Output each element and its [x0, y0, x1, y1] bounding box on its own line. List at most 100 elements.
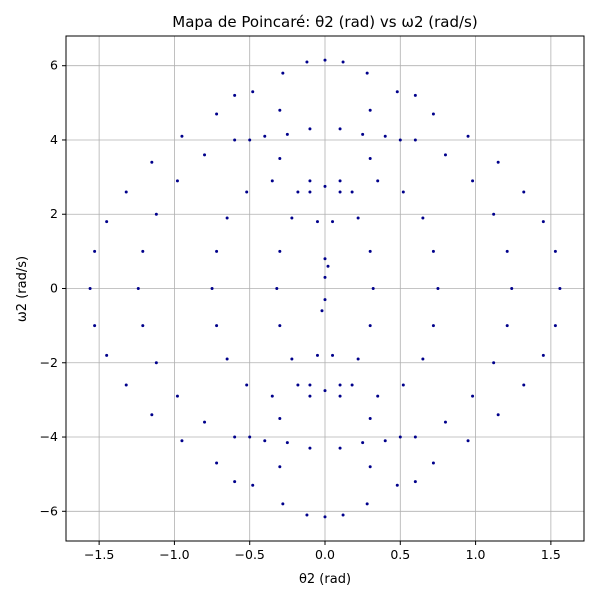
- data-point: [471, 394, 475, 398]
- data-point: [105, 220, 109, 224]
- data-point: [290, 357, 294, 361]
- data-point: [308, 127, 312, 131]
- data-point: [558, 287, 562, 290]
- data-point: [141, 249, 145, 253]
- data-point: [323, 257, 327, 261]
- data-point: [281, 71, 285, 75]
- data-point: [496, 160, 500, 164]
- y-tick-label: −6: [40, 503, 58, 518]
- data-point: [248, 138, 252, 142]
- data-point: [492, 212, 496, 216]
- data-point: [413, 480, 417, 484]
- data-point: [522, 190, 526, 194]
- data-point: [338, 394, 342, 398]
- data-point: [365, 71, 369, 75]
- x-tick-label: −1.5: [84, 547, 114, 562]
- y-tick-label: 2: [50, 206, 58, 221]
- data-point: [421, 357, 425, 361]
- y-axis-label: ω2 (rad/s): [15, 256, 30, 322]
- data-point: [541, 353, 545, 357]
- data-point: [105, 353, 109, 357]
- data-point: [248, 435, 252, 439]
- data-point: [401, 383, 405, 387]
- data-point: [431, 112, 435, 116]
- data-point: [305, 60, 309, 64]
- data-point: [323, 389, 327, 393]
- data-point: [278, 108, 282, 112]
- data-point: [315, 353, 319, 357]
- data-point: [368, 157, 372, 161]
- data-point: [215, 249, 219, 253]
- data-point: [522, 383, 526, 387]
- x-tick-label: 0.0: [315, 547, 335, 562]
- data-point: [323, 298, 327, 302]
- data-point: [233, 138, 237, 142]
- data-point: [296, 190, 300, 194]
- data-point: [270, 394, 274, 398]
- points-layer: [88, 58, 562, 519]
- data-point: [436, 287, 440, 290]
- data-point: [376, 394, 380, 398]
- data-point: [376, 179, 380, 183]
- data-point: [368, 249, 372, 253]
- data-point: [215, 112, 219, 116]
- data-point: [368, 465, 372, 469]
- data-point: [413, 93, 417, 97]
- data-point: [281, 502, 285, 506]
- data-point: [263, 439, 267, 443]
- data-point: [338, 190, 342, 194]
- x-tick-label: 0.5: [390, 547, 410, 562]
- y-tick-label: −2: [40, 355, 58, 370]
- data-point: [278, 324, 282, 328]
- data-point: [365, 502, 369, 506]
- data-point: [368, 324, 372, 328]
- data-point: [383, 134, 387, 138]
- data-point: [233, 435, 237, 439]
- data-point: [466, 439, 470, 443]
- data-point: [398, 435, 402, 439]
- y-tick-label: −4: [40, 429, 58, 444]
- data-point: [341, 60, 345, 64]
- data-point: [305, 513, 309, 517]
- x-tick-label: −1.0: [159, 547, 189, 562]
- data-point: [275, 287, 279, 290]
- data-point: [331, 353, 335, 357]
- data-point: [124, 383, 128, 387]
- data-point: [395, 90, 399, 94]
- data-point: [308, 383, 312, 387]
- data-point: [338, 446, 342, 450]
- data-point: [315, 220, 319, 224]
- data-point: [278, 157, 282, 161]
- data-point: [245, 190, 249, 194]
- data-point: [368, 108, 372, 112]
- data-point: [356, 357, 360, 361]
- data-point: [93, 324, 97, 328]
- data-point: [338, 383, 342, 387]
- data-point: [553, 324, 557, 328]
- data-point: [308, 190, 312, 194]
- data-point: [233, 480, 237, 484]
- x-tick-label: 1.5: [541, 547, 561, 562]
- data-point: [124, 190, 128, 194]
- grid-layer: [66, 36, 584, 541]
- x-axis-ticks: −1.5 −1.0 −0.5 0.0 0.5 1.0 1.5: [84, 541, 561, 562]
- data-point: [331, 220, 335, 224]
- data-point: [398, 138, 402, 142]
- data-point: [175, 179, 179, 183]
- data-point: [88, 287, 92, 290]
- data-point: [154, 212, 158, 216]
- data-point: [225, 216, 229, 220]
- data-point: [401, 190, 405, 194]
- data-point: [225, 357, 229, 361]
- data-point: [251, 483, 255, 487]
- data-point: [368, 416, 372, 420]
- data-point: [371, 287, 375, 290]
- data-point: [175, 394, 179, 398]
- data-point: [510, 287, 514, 290]
- data-point: [505, 249, 509, 253]
- data-point: [323, 58, 327, 62]
- data-point: [505, 324, 509, 328]
- data-point: [245, 383, 249, 387]
- data-point: [431, 249, 435, 253]
